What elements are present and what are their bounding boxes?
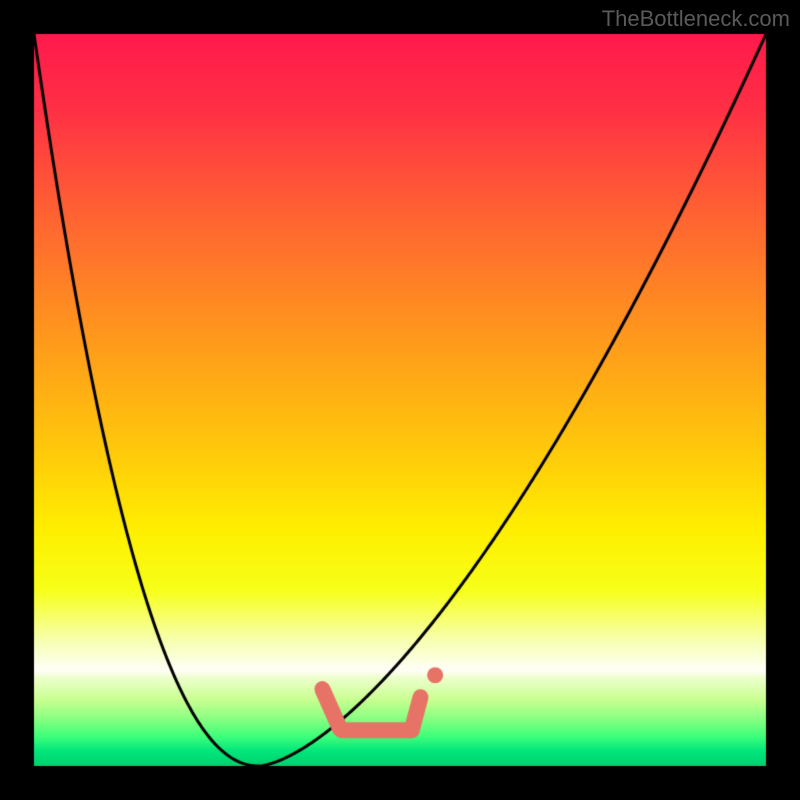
- chart-canvas: [0, 0, 800, 800]
- bottleneck-chart: TheBottleneck.com: [0, 0, 800, 800]
